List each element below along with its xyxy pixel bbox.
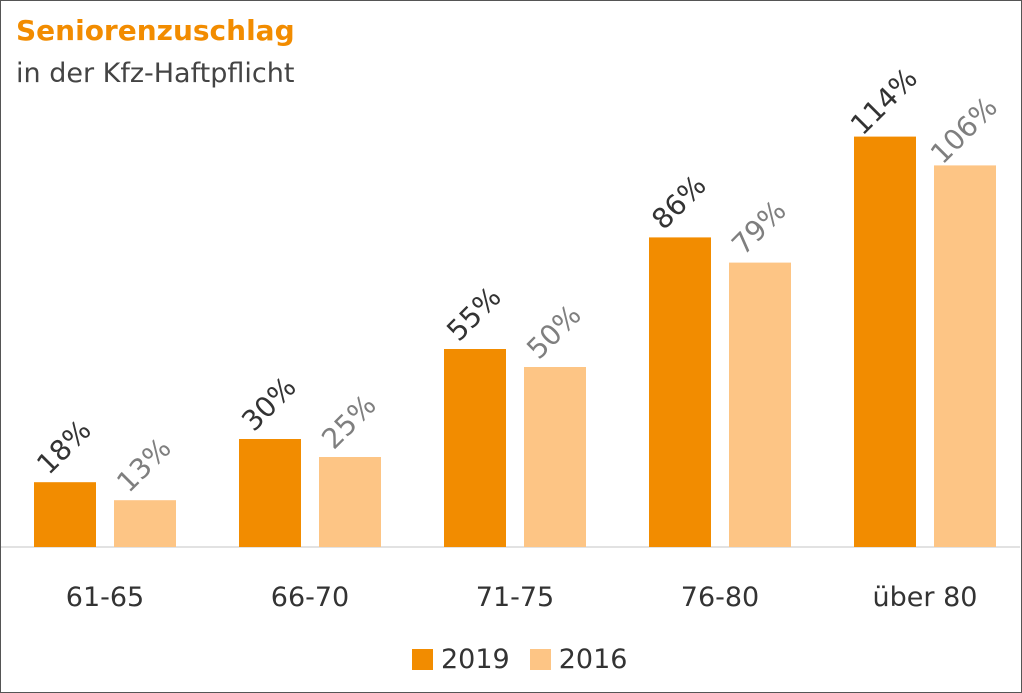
x-tick-label-1: 66-70 xyxy=(271,582,349,613)
bar-2019-3 xyxy=(649,237,711,547)
chart-title: Seniorenzuschlag xyxy=(16,14,295,47)
data-label-2016-1: 25% xyxy=(315,388,382,455)
bar-2016-3 xyxy=(729,262,791,547)
legend-label-2019: 2019 xyxy=(441,644,510,675)
bar-2019-2 xyxy=(444,349,506,547)
chart-subtitle: in der Kfz-Haftpflicht xyxy=(16,58,295,89)
data-label-2016-2: 50% xyxy=(520,298,587,365)
x-tick-label-0: 61-65 xyxy=(66,582,144,613)
x-tick-label-3: 76-80 xyxy=(681,582,759,613)
data-label-2019-4: 114% xyxy=(844,62,924,142)
bar-2019-4 xyxy=(854,136,916,547)
data-label-2019-1: 30% xyxy=(235,370,302,437)
legend-item-2019: 2019 xyxy=(412,644,510,675)
data-label-2019-3: 86% xyxy=(645,169,712,236)
x-tick-label-4: über 80 xyxy=(873,582,978,613)
bar-2016-0 xyxy=(114,500,176,547)
legend-swatch-2019 xyxy=(412,649,433,670)
bar-2016-4 xyxy=(934,165,996,547)
legend: 2019 2016 xyxy=(412,644,647,675)
data-label-2016-4: 106% xyxy=(924,90,1004,170)
legend-label-2016: 2016 xyxy=(558,644,628,675)
x-tick-label-2: 71-75 xyxy=(476,582,554,613)
bar-2016-1 xyxy=(319,457,381,547)
bar-2019-1 xyxy=(239,439,301,547)
bar-2019-0 xyxy=(34,482,96,547)
legend-swatch-2016 xyxy=(529,649,551,670)
bar-2016-2 xyxy=(524,367,586,547)
data-label-2016-3: 79% xyxy=(725,194,792,261)
data-label-2016-0: 13% xyxy=(110,431,177,498)
data-label-2019-2: 55% xyxy=(440,280,507,347)
data-label-2019-0: 18% xyxy=(30,413,97,480)
bar-chart: 18% 13% 61-65 30% 25% 66-70 55% 50% 71-75 86% 79% 7… xyxy=(1,62,1020,613)
legend-item-2016: 2016 xyxy=(529,644,628,675)
